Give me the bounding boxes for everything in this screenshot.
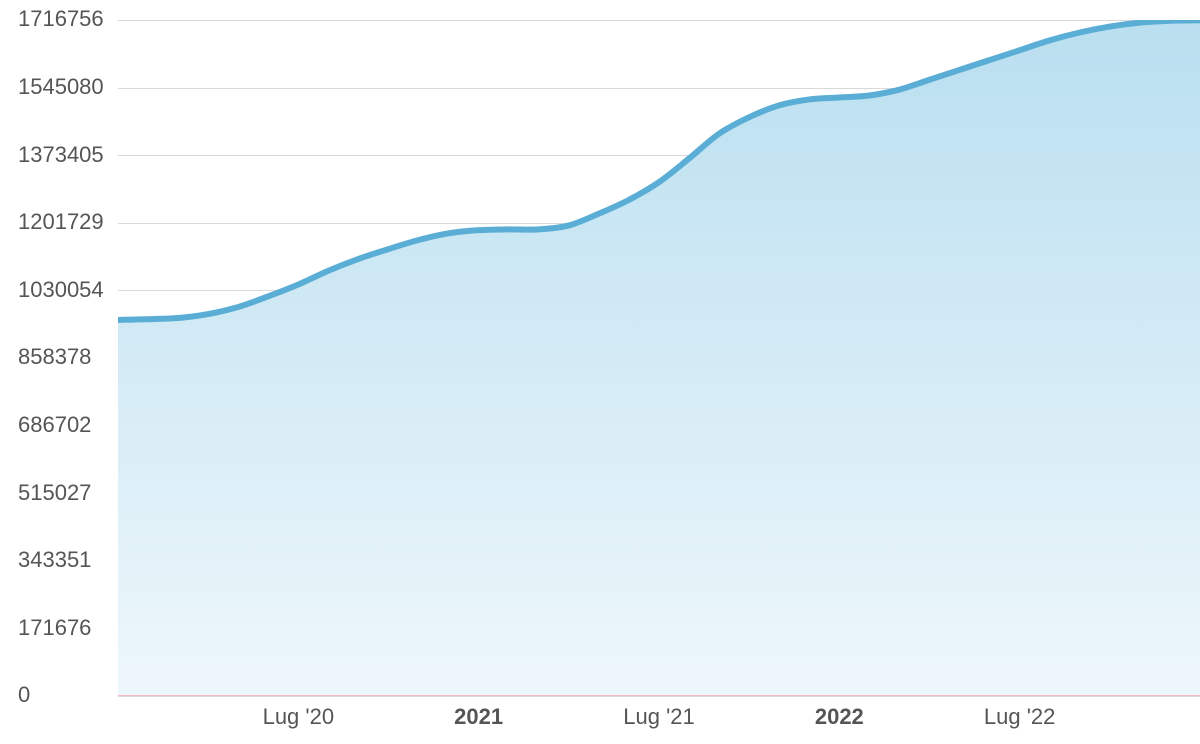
x-tick-label: Lug '22 [984, 704, 1056, 730]
gridline [118, 696, 1200, 697]
y-tick-label: 1373405 [18, 142, 104, 168]
area-fill [118, 20, 1200, 696]
y-tick-label: 343351 [18, 547, 91, 573]
plot-area [118, 20, 1200, 696]
y-tick-label: 1201729 [18, 209, 104, 235]
x-tick-label: Lug '21 [623, 704, 695, 730]
x-tick-label: Lug '20 [263, 704, 335, 730]
y-tick-label: 858378 [18, 344, 91, 370]
area-chart: 0 171676 343351 515027 686702 858378 1030054 12… [0, 0, 1200, 744]
y-tick-label: 0 [18, 682, 30, 708]
y-tick-label: 1030054 [18, 277, 104, 303]
chart-svg [118, 20, 1200, 696]
y-tick-label: 686702 [18, 412, 91, 438]
y-tick-label: 1545080 [18, 74, 104, 100]
y-tick-label: 171676 [18, 615, 91, 641]
y-tick-label: 515027 [18, 480, 91, 506]
x-tick-label: 2021 [454, 704, 503, 730]
x-tick-label: 2022 [815, 704, 864, 730]
y-tick-label: 1716756 [18, 6, 104, 32]
